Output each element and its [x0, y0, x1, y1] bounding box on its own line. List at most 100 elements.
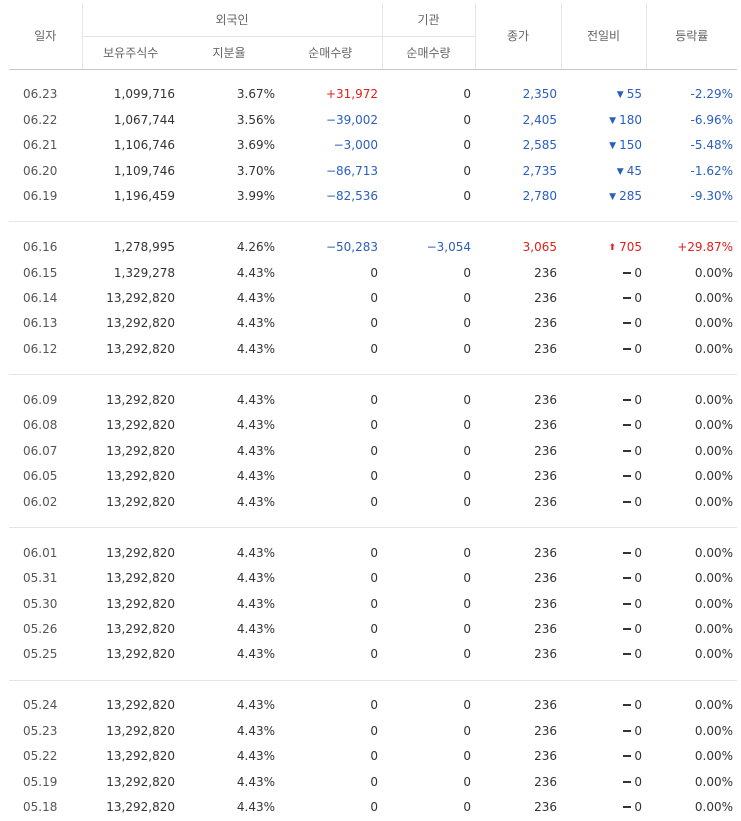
cell-institution-net: 0: [463, 749, 471, 764]
cell-date: 05.19: [23, 774, 58, 789]
cell-institution-net: 0: [463, 341, 471, 356]
cell-change: 0: [561, 260, 646, 285]
col-header-foreign-net: 순매수량: [279, 36, 382, 70]
cell-close: 236: [534, 341, 557, 356]
cell-date: 06.12: [23, 341, 58, 356]
cell-share: 4.43%: [236, 723, 275, 738]
cell-share: 4.43%: [236, 571, 275, 586]
cell-holdings: 13,292,820: [106, 647, 175, 662]
cell-close: 2,350: [522, 87, 557, 102]
table-row: 06.15 1,329,278 4.43% 0 0 236 0 0.00%: [9, 260, 737, 285]
cell-foreign-net: 0: [370, 418, 378, 433]
table-row: 06.21 1,106,746 3.69% −3,000 0 2,585 ▼ 150 -5.48…: [9, 133, 737, 158]
col-header-close: 종가: [474, 3, 561, 70]
cell-foreign-net: −50,283: [325, 240, 378, 255]
cell-foreign-net: 0: [370, 392, 378, 407]
cell-date: 05.31: [23, 571, 58, 586]
cell-share: 4.43%: [236, 316, 275, 331]
cell-date: 05.24: [23, 698, 58, 713]
cell-institution-net: 0: [463, 265, 471, 280]
cell-close: 236: [534, 494, 557, 509]
unchanged-dash-icon: [623, 475, 632, 478]
cell-change-value: 0: [634, 265, 642, 280]
cell-close: 236: [534, 316, 557, 331]
cell-change: 0: [561, 540, 646, 565]
cell-foreign-net: 0: [370, 316, 378, 331]
cell-institution-net: 0: [463, 596, 471, 611]
cell-change-value: 55: [626, 87, 642, 102]
down-triangle-icon: ▼: [609, 192, 617, 203]
unchanged-dash-icon: [623, 322, 632, 325]
cell-change: ▼ 285: [561, 183, 646, 208]
cell-date: 06.14: [23, 291, 58, 306]
cell-change-value: 0: [634, 494, 642, 509]
cell-rate: 0.00%: [694, 596, 733, 611]
cell-share: 4.43%: [236, 392, 275, 407]
cell-foreign-net: −3,000: [333, 138, 378, 153]
cell-share: 3.69%: [236, 138, 275, 153]
cell-institution-net: 0: [463, 138, 471, 153]
cell-change: 0: [561, 311, 646, 336]
col-group-foreign: 외국인: [82, 3, 382, 37]
cell-date: 05.22: [23, 749, 58, 764]
table-row: 05.18 13,292,820 4.43% 0 0 236 0 0.00%: [9, 794, 737, 819]
cell-institution-net: 0: [463, 774, 471, 789]
cell-share: 4.43%: [236, 469, 275, 484]
unchanged-dash-icon: [623, 704, 632, 707]
group-divider: [9, 514, 737, 528]
cell-holdings: 1,329,278: [113, 265, 175, 280]
unchanged-dash-icon: [623, 627, 632, 630]
cell-foreign-net: 0: [370, 774, 378, 789]
cell-institution-net: 0: [463, 698, 471, 713]
cell-change-value: 0: [634, 621, 642, 636]
cell-foreign-net: −39,002: [325, 112, 378, 127]
cell-institution-net: 0: [463, 723, 471, 738]
cell-foreign-net: −86,713: [325, 163, 378, 178]
cell-holdings: 1,278,995: [113, 240, 175, 255]
cell-close: 2,780: [522, 189, 557, 204]
cell-change-value: 0: [634, 571, 642, 586]
cell-share: 4.43%: [236, 494, 275, 509]
cell-foreign-net: 0: [370, 571, 378, 586]
cell-change: 0: [561, 693, 646, 718]
cell-close: 2,735: [522, 163, 557, 178]
cell-date: 06.05: [23, 469, 58, 484]
table-row: 05.30 13,292,820 4.43% 0 0 236 0 0.00%: [9, 591, 737, 616]
cell-date: 05.30: [23, 596, 58, 611]
cell-rate: -5.48%: [690, 138, 733, 153]
cell-rate: 0.00%: [694, 647, 733, 662]
cell-rate: 0.00%: [694, 392, 733, 407]
table-row: 05.23 13,292,820 4.43% 0 0 236 0 0.00%: [9, 718, 737, 743]
cell-rate: 0.00%: [694, 291, 733, 306]
cell-holdings: 1,099,716: [113, 87, 175, 102]
cell-foreign-net: −82,536: [325, 189, 378, 204]
cell-change: 0: [561, 616, 646, 641]
cell-holdings: 13,292,820: [106, 494, 175, 509]
col-header-share: 지분율: [179, 36, 279, 70]
cell-change-value: 0: [634, 647, 642, 662]
cell-change-value: 0: [634, 698, 642, 713]
cell-change: 0: [561, 285, 646, 310]
cell-change: 0: [561, 744, 646, 769]
cell-institution-net: 0: [463, 316, 471, 331]
cell-foreign-net: 0: [370, 698, 378, 713]
cell-foreign-net: 0: [370, 265, 378, 280]
cell-change-value: 0: [634, 774, 642, 789]
cell-holdings: 13,292,820: [106, 571, 175, 586]
cell-share: 4.43%: [236, 698, 275, 713]
cell-foreign-net: 0: [370, 494, 378, 509]
cell-institution-net: 0: [463, 647, 471, 662]
cell-rate: 0.00%: [694, 316, 733, 331]
cell-change: 0: [561, 489, 646, 514]
col-header-institution-net: 순매수량: [381, 36, 475, 70]
cell-change: 0: [561, 642, 646, 667]
cell-date: 06.21: [23, 138, 58, 153]
col-header-holdings: 보유주식수: [82, 36, 179, 70]
cell-rate: 0.00%: [694, 443, 733, 458]
cell-rate: 0.00%: [694, 469, 733, 484]
cell-date: 06.01: [23, 545, 58, 560]
down-triangle-icon: ▼: [609, 141, 617, 152]
cell-change-value: 0: [634, 291, 642, 306]
table-row: 06.02 13,292,820 4.43% 0 0 236 0 0.00%: [9, 489, 737, 514]
unchanged-dash-icon: [623, 729, 632, 732]
